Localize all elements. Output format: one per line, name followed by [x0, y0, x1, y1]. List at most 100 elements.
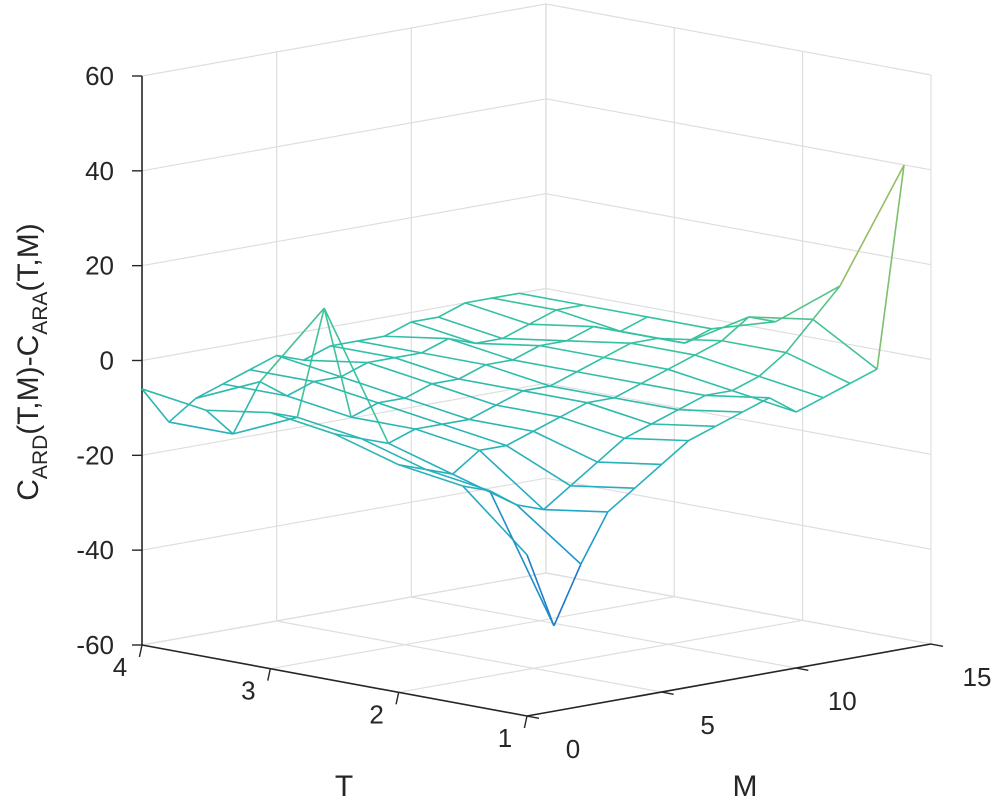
mesh-segment	[489, 490, 555, 627]
mesh-segment	[596, 437, 625, 463]
mesh-segment	[522, 385, 551, 392]
mesh-segment	[313, 380, 379, 404]
mesh-segment	[361, 437, 426, 471]
z-tick-label: -40	[76, 535, 114, 565]
mesh-segment	[528, 309, 557, 325]
mesh-segment	[452, 449, 480, 475]
y-tick-mark	[930, 643, 944, 647]
mesh-segment	[441, 423, 507, 447]
mesh-segment	[748, 316, 776, 323]
surface-mesh	[141, 164, 905, 627]
mesh-segment	[785, 318, 814, 354]
mesh-segment	[721, 316, 750, 342]
mesh-segment	[168, 397, 197, 423]
mesh-segment	[206, 409, 271, 414]
mesh-segment	[259, 307, 325, 383]
mesh-segment	[415, 423, 443, 430]
mesh-segment	[516, 504, 544, 511]
z-tick-label: 0	[100, 345, 114, 375]
z-axis-label-part: (T,M)-C	[12, 335, 45, 435]
mesh-segment	[458, 364, 487, 380]
grid-line	[545, 287, 932, 361]
mesh-segment	[411, 316, 439, 323]
mesh-segment	[464, 302, 530, 325]
mesh-segment	[526, 554, 555, 627]
mesh-segment	[512, 344, 541, 361]
mesh-segment	[694, 340, 723, 356]
mesh-segment	[566, 340, 631, 344]
mesh-segment	[384, 335, 449, 340]
grid-lines	[141, 3, 932, 717]
mesh-segment	[630, 342, 696, 356]
mesh-segment	[232, 416, 298, 435]
mesh-segment	[603, 356, 669, 371]
x-tick-mark	[267, 668, 272, 681]
mesh-segment	[367, 356, 395, 364]
x-tick-label: 4	[113, 652, 127, 682]
mesh-segment	[583, 304, 648, 318]
mesh-segment	[431, 383, 497, 406]
mesh-segment	[795, 396, 824, 413]
grid-line	[545, 98, 932, 171]
mesh-segment	[620, 316, 648, 332]
mesh-segment	[849, 368, 878, 385]
mesh-segment	[597, 461, 662, 466]
mesh-segment	[684, 316, 750, 344]
mesh-segment	[495, 404, 561, 418]
grid-line	[141, 572, 547, 646]
mesh-segment	[506, 430, 534, 447]
mesh-segment	[549, 385, 615, 399]
mesh-segment	[303, 359, 368, 364]
mesh-segment	[559, 401, 588, 418]
x-axis-label: T	[335, 770, 353, 802]
mesh-segment	[448, 337, 513, 361]
mesh-segment	[502, 323, 530, 340]
y-axis-label: M	[733, 770, 758, 802]
x-tick-label: 2	[369, 699, 383, 729]
mesh-segment	[543, 508, 608, 513]
mesh-segment	[559, 416, 625, 440]
mesh-segment	[141, 388, 207, 412]
mesh-segment	[688, 425, 716, 442]
mesh-segment	[570, 485, 635, 489]
mesh-segment	[377, 402, 443, 425]
mesh-segment	[485, 359, 513, 366]
mesh-segment	[715, 411, 743, 428]
mesh-segment	[425, 468, 453, 475]
mesh-segment	[556, 304, 584, 311]
mesh-segment	[705, 394, 770, 399]
mesh-segment	[640, 368, 669, 385]
mesh-segment	[613, 397, 679, 411]
mesh-segment	[694, 354, 760, 378]
mesh-segment	[532, 430, 598, 463]
mesh-segment	[576, 370, 642, 385]
mesh-segment	[650, 409, 679, 425]
mesh-segment	[340, 361, 369, 378]
mesh-segment	[404, 383, 433, 399]
mesh-segment	[297, 416, 362, 440]
mesh-segment	[529, 323, 594, 328]
mesh-segment	[286, 395, 352, 418]
mesh-segment	[437, 302, 466, 318]
mesh-segment	[469, 418, 534, 433]
mesh-segment	[556, 309, 621, 333]
z-tick-label: -60	[76, 630, 114, 660]
mesh-segment	[270, 411, 298, 419]
mesh-segment	[249, 368, 315, 383]
mesh-segment	[222, 369, 251, 385]
mesh-segment	[677, 394, 706, 411]
mesh-segment	[437, 316, 503, 340]
mesh-segment	[411, 321, 476, 345]
mesh-segment	[651, 423, 716, 428]
grid-line	[270, 596, 675, 670]
mesh-segment	[394, 356, 460, 380]
mesh-segment	[742, 397, 770, 413]
z-axis-label: CARD(T,M)-CARA(T,M)	[12, 223, 52, 500]
mesh-segment	[731, 389, 797, 413]
grid-line	[141, 382, 547, 456]
grid-line	[545, 193, 932, 266]
mesh-segment	[387, 428, 416, 445]
z-tick-label: 20	[85, 251, 114, 281]
mesh-segment	[822, 382, 851, 399]
